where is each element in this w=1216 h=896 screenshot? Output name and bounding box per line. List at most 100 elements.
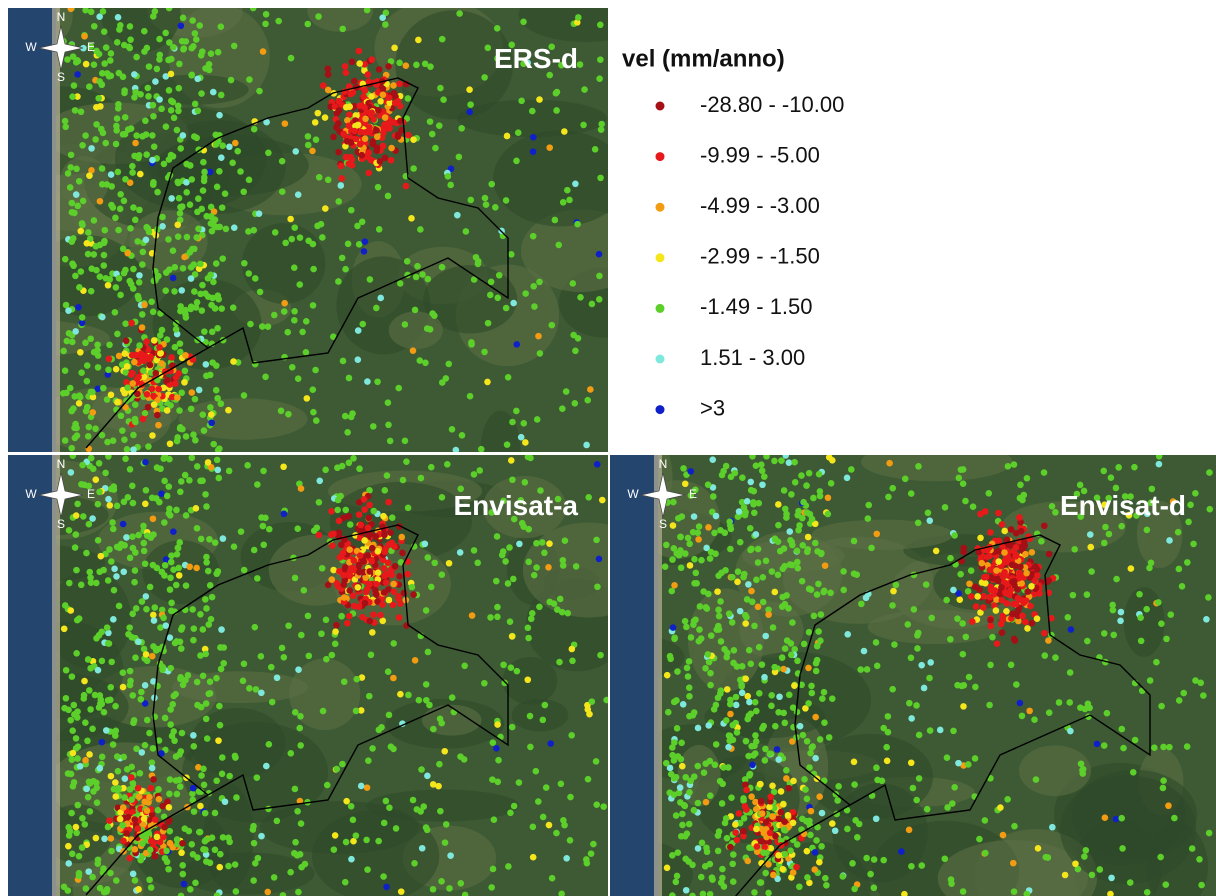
ps-point — [1009, 611, 1016, 618]
ps-point — [1163, 636, 1170, 643]
terrain-patch — [1124, 587, 1165, 657]
ps-point — [183, 189, 190, 196]
ps-point — [189, 17, 196, 24]
ps-point — [143, 651, 150, 658]
ps-point — [159, 666, 166, 673]
ps-point — [219, 204, 226, 211]
ps-point — [814, 657, 821, 664]
ps-point — [885, 494, 892, 501]
ps-point — [125, 494, 132, 501]
ps-point — [727, 844, 734, 851]
ps-point — [74, 71, 81, 78]
ps-point — [194, 702, 201, 709]
ps-point — [198, 536, 205, 543]
ps-point — [263, 11, 270, 18]
ps-point — [99, 314, 106, 321]
ps-point — [158, 490, 165, 497]
ps-point — [422, 359, 429, 366]
ps-point — [685, 673, 692, 680]
ps-point — [891, 641, 898, 648]
ps-point — [260, 523, 267, 530]
ps-point — [509, 633, 516, 640]
ps-point — [916, 732, 923, 739]
ps-point — [804, 874, 811, 881]
ps-point — [262, 374, 269, 381]
ps-point — [201, 328, 208, 335]
ps-point — [1028, 583, 1035, 590]
ps-point — [364, 7, 371, 14]
ps-point — [132, 140, 139, 147]
ps-point — [775, 571, 782, 578]
ps-point — [105, 367, 112, 374]
terrain-patch — [861, 443, 1013, 482]
ps-point — [758, 798, 765, 805]
ps-point — [682, 618, 689, 625]
ps-point — [171, 737, 178, 744]
ps-point — [696, 626, 703, 633]
ps-point — [775, 852, 782, 859]
ps-point — [552, 217, 559, 224]
ps-point — [1120, 745, 1127, 752]
ps-point — [375, 569, 382, 576]
ps-point — [131, 359, 138, 366]
ps-point — [1162, 881, 1169, 888]
ps-point — [368, 109, 375, 116]
ps-point — [746, 699, 753, 706]
ps-point — [194, 209, 201, 216]
ps-point — [428, 584, 435, 591]
ps-point — [354, 223, 361, 230]
ps-point — [312, 367, 319, 374]
ps-point — [148, 785, 155, 792]
ps-point — [341, 678, 348, 685]
ps-point — [1023, 570, 1030, 577]
ps-point — [164, 493, 171, 500]
ps-point — [375, 548, 382, 555]
ps-point — [564, 610, 571, 617]
ps-point — [684, 665, 691, 672]
ps-point — [75, 304, 82, 311]
ps-point — [805, 700, 812, 707]
ps-point — [105, 824, 112, 831]
ps-point — [1081, 853, 1088, 860]
ps-point — [91, 23, 98, 30]
ps-point — [85, 868, 92, 875]
ps-point — [124, 384, 131, 391]
ps-point — [89, 389, 96, 396]
ps-point — [775, 501, 782, 508]
ps-point — [334, 464, 341, 471]
ps-point — [729, 722, 736, 729]
ps-point — [726, 518, 733, 525]
ps-point — [68, 408, 75, 415]
ps-point — [304, 21, 311, 28]
ps-point — [848, 466, 855, 473]
ps-point — [972, 755, 979, 762]
ps-point — [454, 212, 461, 219]
ps-point — [97, 692, 104, 699]
ps-point — [218, 626, 225, 633]
ps-point — [366, 502, 373, 509]
ps-point — [171, 288, 178, 295]
ps-point — [383, 579, 390, 586]
ps-point — [527, 744, 534, 751]
ps-point — [213, 777, 220, 784]
ps-point — [1097, 866, 1104, 873]
ps-point — [449, 426, 456, 433]
ps-point — [1056, 699, 1063, 706]
ps-point — [535, 798, 542, 805]
ps-point — [200, 765, 207, 772]
ps-point — [238, 528, 245, 535]
ps-point — [707, 792, 714, 799]
ps-point — [885, 729, 892, 736]
ps-point — [817, 736, 824, 743]
ps-point — [121, 436, 128, 443]
ps-point — [904, 621, 911, 628]
ps-point — [751, 889, 758, 896]
ps-point — [889, 602, 896, 609]
ps-point — [70, 452, 77, 459]
ps-point — [291, 317, 298, 324]
ps-point — [662, 563, 669, 570]
ps-point — [282, 240, 289, 247]
ps-point — [179, 730, 186, 737]
ps-point — [142, 117, 149, 124]
ps-point — [385, 668, 392, 675]
